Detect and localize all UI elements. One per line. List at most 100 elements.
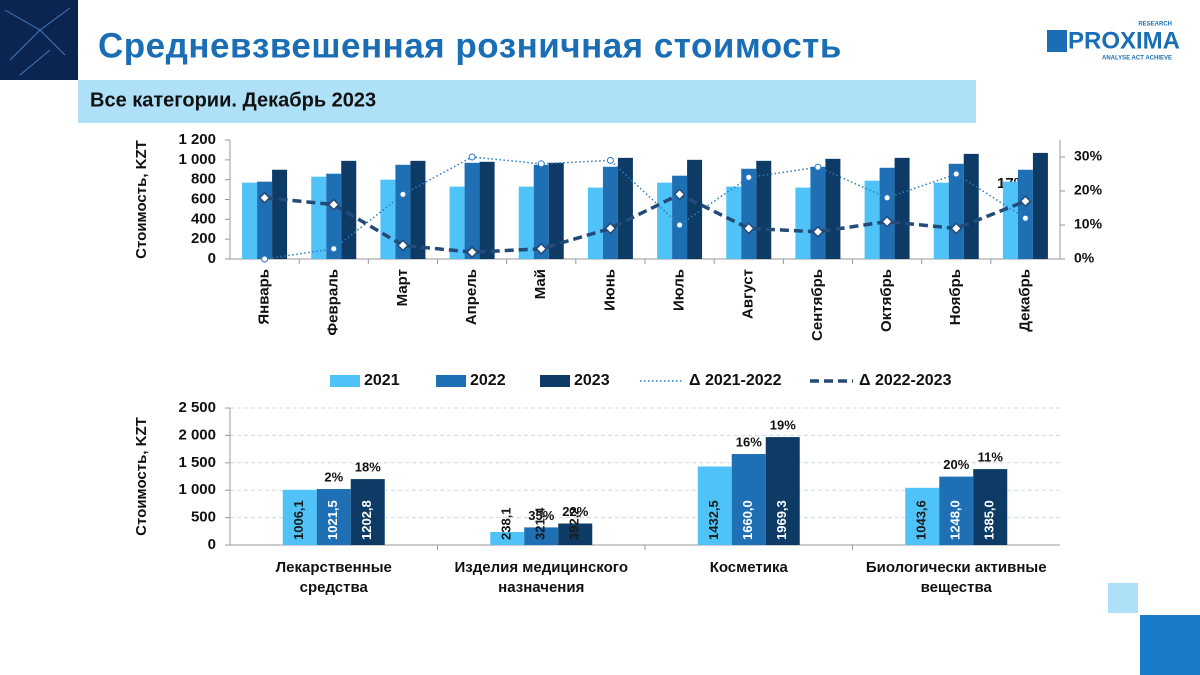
x-tick-label: вещества [921, 579, 993, 596]
marker [742, 222, 755, 235]
y2-tick-label: 0% [1074, 250, 1095, 266]
marker [676, 221, 684, 229]
marker [745, 173, 753, 181]
bar [905, 487, 940, 545]
bar [257, 181, 273, 259]
y-tick-label: 800 [191, 171, 216, 188]
marker [258, 191, 271, 204]
y-tick-label: 0 [208, 250, 216, 267]
x-tick-label: Октябрь [878, 269, 895, 332]
legend-label: 2023 [574, 372, 610, 389]
bar [341, 160, 357, 259]
bar [282, 489, 317, 545]
bar [558, 523, 593, 545]
logo-mark [1047, 30, 1067, 52]
bar [316, 489, 351, 545]
bar [894, 157, 910, 259]
y-tick-label: 600 [191, 190, 216, 207]
y-tick-label: 1 000 [178, 151, 216, 168]
bar [350, 479, 385, 545]
value-label: 238,1 [499, 507, 514, 540]
bar [380, 179, 396, 259]
bar [697, 466, 732, 545]
bar [765, 437, 800, 545]
x-tick-label: средства [300, 579, 369, 596]
value-label: 1969,3 [774, 500, 789, 540]
bar [963, 153, 979, 259]
marker [330, 245, 338, 253]
slide-title: Средневзвешенная розничная стоимость [98, 26, 842, 65]
x-tick-label: Июль [671, 269, 688, 311]
bar [687, 159, 703, 259]
bar [242, 182, 258, 259]
value-label: 1021,5 [325, 500, 340, 540]
corner-square [1140, 615, 1200, 675]
growth-label: 2% [324, 469, 343, 484]
x-tick-label: Биологически активные [866, 559, 1047, 576]
network-lines [4, 7, 71, 76]
x-tick-label: Май [532, 269, 549, 299]
x-tick-label: Февраль [325, 269, 342, 336]
growth-label: 16% [736, 434, 762, 449]
y-tick-label: 1 000 [178, 481, 216, 498]
marker [952, 170, 960, 178]
bar [587, 187, 603, 259]
bar [311, 176, 327, 259]
bar [657, 182, 673, 259]
marker [1019, 195, 1032, 208]
marker [537, 160, 545, 168]
marker [261, 255, 269, 263]
bar [810, 166, 826, 259]
y-axis-label: Стоимость, KZT [133, 417, 150, 536]
x-tick-label: Лекарственные [276, 559, 392, 576]
marker [396, 239, 409, 252]
x-tick-label: Изделия медицинского [455, 559, 628, 576]
bar [518, 186, 534, 259]
value-label: 1006,1 [291, 500, 306, 540]
bar [939, 476, 974, 545]
marker [814, 163, 822, 171]
value-label: 1248,0 [948, 500, 963, 540]
marker [606, 156, 614, 164]
y-tick-label: 2 500 [178, 399, 216, 416]
y-tick-label: 1 200 [178, 131, 216, 148]
y-tick-label: 2 000 [178, 426, 216, 443]
marker [1021, 214, 1029, 222]
growth-label: 20% [943, 457, 969, 472]
bar [864, 180, 880, 259]
subtitle-band [78, 80, 976, 123]
x-tick-label: Июнь [601, 269, 618, 311]
x-tick-label: Сентябрь [809, 269, 826, 341]
y-tick-label: 400 [191, 210, 216, 227]
growth-label: 22% [562, 504, 588, 519]
x-tick-label: Март [394, 269, 411, 306]
bar [948, 163, 964, 259]
bar [449, 186, 465, 259]
bar [731, 454, 766, 545]
value-label: 392,2 [567, 507, 582, 540]
legend-label: Δ 2022-2023 [859, 372, 952, 389]
marker [883, 194, 891, 202]
bar [741, 168, 757, 259]
marker [881, 215, 894, 228]
x-tick-label: Косметика [710, 559, 789, 576]
subtitle: Все категории. Декабрь 2023 [90, 89, 376, 111]
logo-tagline: ANALYSE ACT ACHIEVE [1102, 56, 1172, 62]
legend-label: 2021 [364, 372, 400, 389]
logo: PROXIMA [1068, 27, 1180, 54]
line [264, 192, 1027, 254]
bar [756, 160, 772, 259]
y2-tick-label: 30% [1074, 148, 1103, 164]
marker [466, 246, 479, 259]
value-label: 1660,0 [740, 500, 755, 540]
x-tick-label: Январь [256, 269, 273, 325]
bar [602, 166, 618, 259]
x-tick-label: Апрель [463, 269, 480, 325]
corner-decoration [0, 0, 78, 80]
value-label: 1432,5 [706, 500, 721, 540]
bar [326, 173, 342, 259]
bar [395, 164, 411, 259]
marker [468, 153, 476, 161]
legend-swatch [330, 375, 360, 387]
